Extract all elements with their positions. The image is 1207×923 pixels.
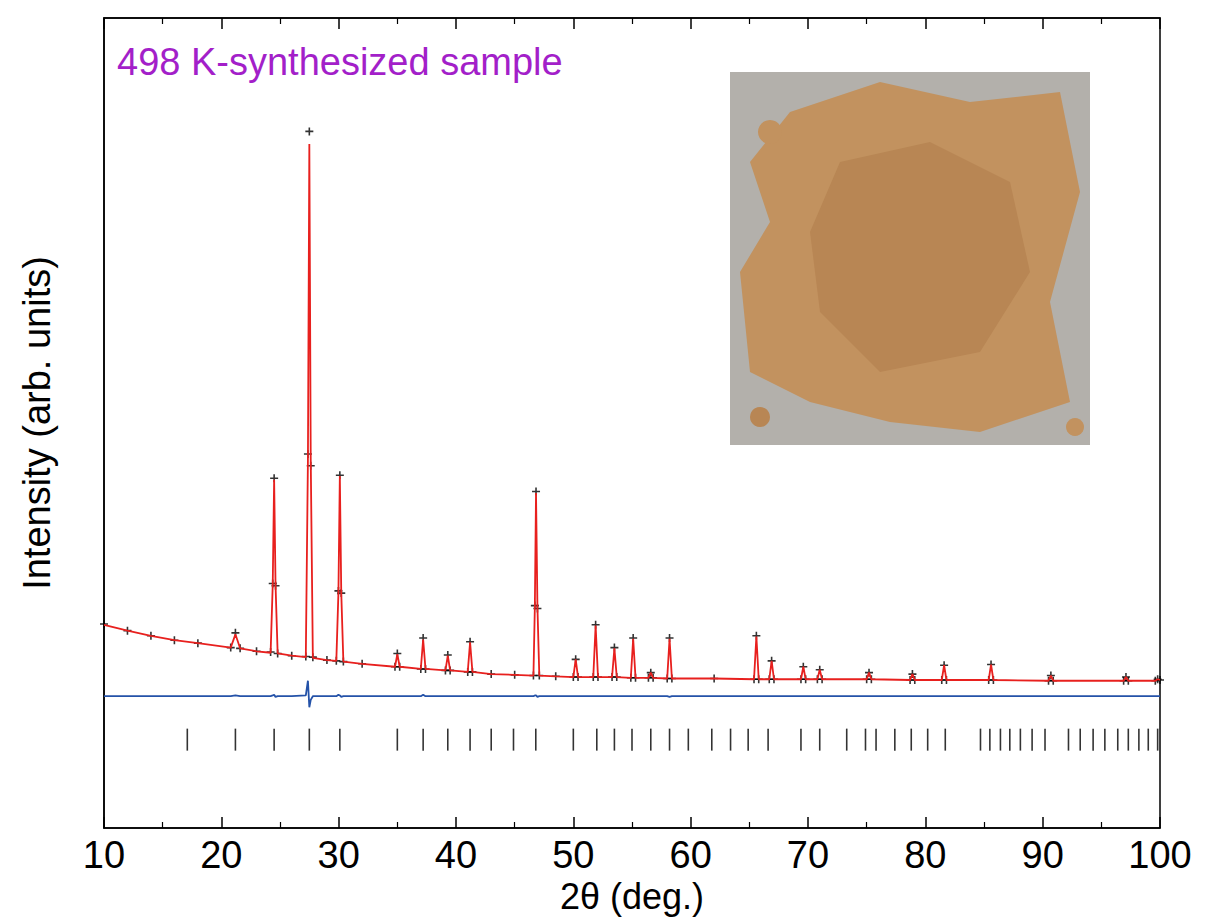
svg-text:Intensity (arb. units): Intensity (arb. units) <box>16 256 58 590</box>
svg-text:2θ (deg.): 2θ (deg.) <box>560 876 704 917</box>
svg-text:60: 60 <box>670 834 712 876</box>
svg-text:80: 80 <box>904 834 946 876</box>
svg-text:70: 70 <box>787 834 829 876</box>
svg-text:90: 90 <box>1022 834 1064 876</box>
svg-text:100: 100 <box>1128 834 1191 876</box>
svg-text:10: 10 <box>83 834 125 876</box>
svg-text:20: 20 <box>200 834 242 876</box>
svg-text:498 K-synthesized sample: 498 K-synthesized sample <box>117 41 563 83</box>
svg-text:50: 50 <box>552 834 594 876</box>
svg-text:30: 30 <box>318 834 360 876</box>
svg-text:40: 40 <box>435 834 477 876</box>
